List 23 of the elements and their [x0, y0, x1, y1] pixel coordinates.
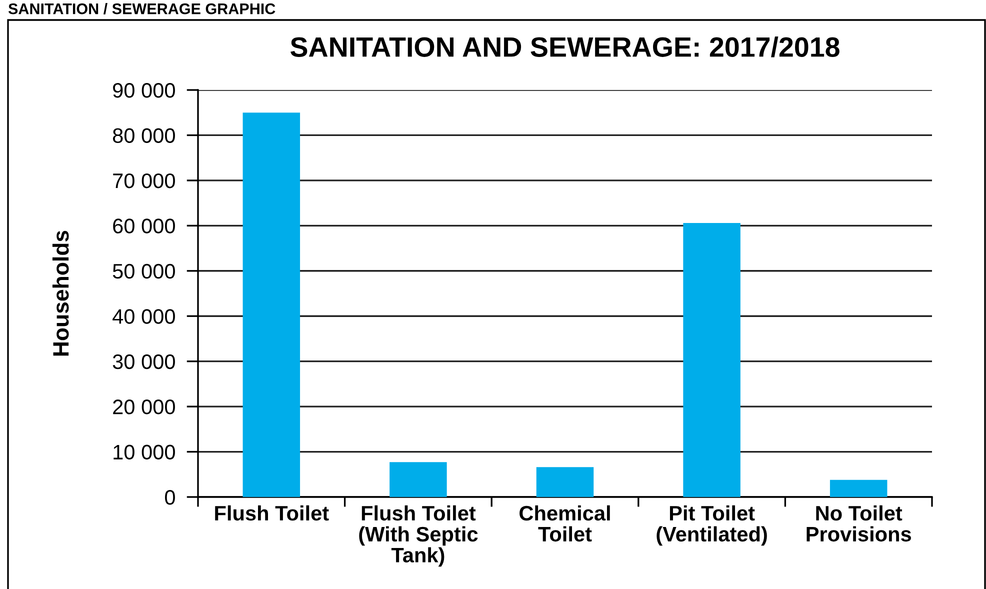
y-tick-label: 30 000: [112, 354, 175, 370]
x-tick-label: Flush Toilet (With Septic Tank): [359, 505, 478, 567]
y-tick-label: 80 000: [112, 128, 175, 143]
y-tick-label: 50 000: [112, 264, 175, 279]
bar: [830, 480, 888, 497]
y-tick-label: 20 000: [113, 400, 175, 414]
x-tick-label: Chemical Toilet: [520, 505, 610, 542]
bar: [242, 112, 300, 497]
bar: [683, 222, 740, 497]
y-axis-title: Households: [52, 230, 69, 356]
y-tick-label: 70 000: [113, 173, 175, 188]
y-tick-label: 10 000: [114, 444, 175, 460]
bar: [536, 467, 594, 497]
y-tick-label: 90 000: [113, 83, 175, 98]
x-tick-label: Pit Toilet (Ventilated): [656, 505, 767, 546]
bar: [390, 462, 447, 497]
x-tick-label: Flush Toilet: [215, 505, 329, 521]
y-tick-label: 60 000: [113, 218, 175, 234]
x-tick-label: No Toilet Provisions: [806, 505, 912, 542]
y-tick-label: 40 000: [112, 309, 175, 324]
chart-title: SANITATION AND SEWERAGE: 2017/2018: [290, 36, 840, 58]
y-tick-label: 0: [165, 490, 175, 505]
text: SANITATION / SEWERAGE GRAPHIC: [8, 3, 276, 14]
